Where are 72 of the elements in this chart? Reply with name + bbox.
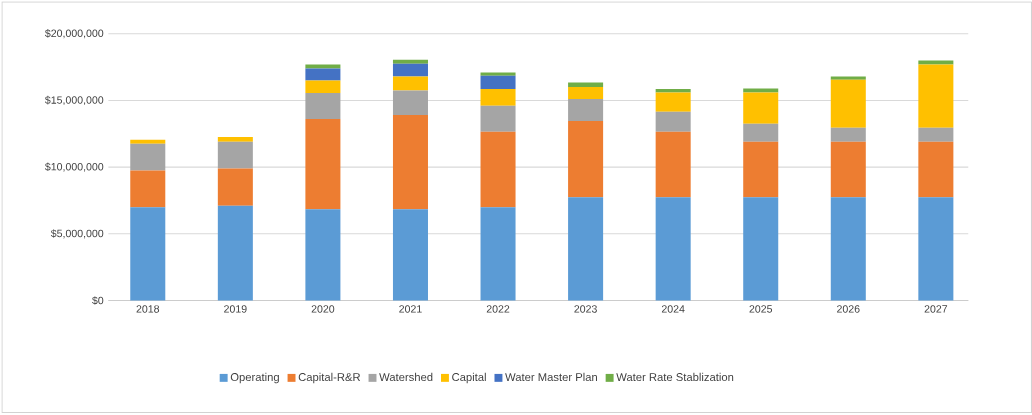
x-tick-label: 2021 bbox=[399, 305, 422, 313]
y-tick-label: $5,000,000 bbox=[50, 229, 104, 239]
bar bbox=[918, 64, 954, 128]
bar bbox=[830, 79, 866, 128]
bar bbox=[130, 143, 166, 171]
bar bbox=[217, 168, 253, 207]
x-tick-label: 2024 bbox=[661, 305, 685, 313]
legend-label: Capital bbox=[452, 373, 486, 384]
y-tick-label: $10,000,000 bbox=[44, 162, 104, 172]
bar bbox=[568, 82, 604, 88]
bar bbox=[480, 105, 516, 132]
bar bbox=[918, 141, 954, 198]
bar bbox=[830, 141, 866, 198]
y-tick-label: $15,000,000 bbox=[44, 96, 104, 106]
bar bbox=[655, 197, 691, 301]
bar bbox=[480, 207, 516, 301]
bar bbox=[480, 72, 516, 76]
bar bbox=[130, 139, 166, 144]
bar bbox=[392, 115, 428, 210]
x-tick-label: 2027 bbox=[924, 305, 948, 313]
x-tick-label: 2018 bbox=[136, 305, 160, 313]
y-tick-label: $0 bbox=[92, 296, 104, 305]
legend-label: Capital-R&R bbox=[298, 373, 361, 384]
bar bbox=[480, 131, 516, 208]
bar bbox=[743, 141, 779, 198]
bar bbox=[130, 170, 166, 208]
bar bbox=[305, 209, 341, 301]
bar bbox=[568, 99, 604, 122]
bar bbox=[392, 209, 428, 301]
bar bbox=[305, 68, 341, 81]
x-tick-label: 2026 bbox=[837, 305, 860, 313]
bar bbox=[130, 207, 166, 301]
bar bbox=[830, 197, 866, 301]
bar bbox=[392, 59, 428, 64]
bar bbox=[217, 137, 253, 142]
bar bbox=[655, 92, 691, 112]
bar bbox=[568, 121, 604, 198]
bar bbox=[480, 89, 516, 106]
x-tick-label: 2019 bbox=[224, 305, 247, 313]
bar bbox=[918, 127, 954, 142]
bar bbox=[918, 197, 954, 301]
x-tick-label: 2025 bbox=[749, 305, 773, 313]
legend-label: Water Master Plan bbox=[505, 373, 597, 382]
bar bbox=[830, 127, 866, 142]
bar bbox=[655, 89, 691, 93]
y-tick-label: $20,000,000 bbox=[44, 29, 104, 39]
bar bbox=[392, 63, 428, 77]
bar bbox=[392, 76, 428, 91]
legend-label: Water Rate Stablization bbox=[616, 373, 734, 382]
bar bbox=[743, 92, 779, 124]
legend-label: Watershed bbox=[379, 373, 433, 382]
x-tick-label: 2023 bbox=[574, 305, 597, 313]
bar bbox=[743, 88, 779, 93]
bar bbox=[305, 119, 341, 210]
bar bbox=[392, 90, 428, 116]
x-tick-label: 2022 bbox=[486, 305, 510, 313]
bar bbox=[305, 64, 341, 69]
bar bbox=[918, 60, 954, 65]
x-tick-label: 2020 bbox=[311, 305, 335, 313]
bar bbox=[743, 197, 779, 301]
bar bbox=[568, 87, 604, 100]
bar bbox=[830, 76, 866, 80]
bar bbox=[217, 206, 253, 301]
bar bbox=[305, 93, 341, 120]
bar bbox=[743, 123, 779, 142]
bar bbox=[305, 80, 341, 94]
bar bbox=[217, 141, 253, 169]
legend-label: Operating bbox=[230, 373, 279, 384]
bar bbox=[480, 75, 516, 90]
bar bbox=[655, 111, 691, 132]
bar bbox=[655, 131, 691, 198]
bar bbox=[568, 197, 604, 301]
